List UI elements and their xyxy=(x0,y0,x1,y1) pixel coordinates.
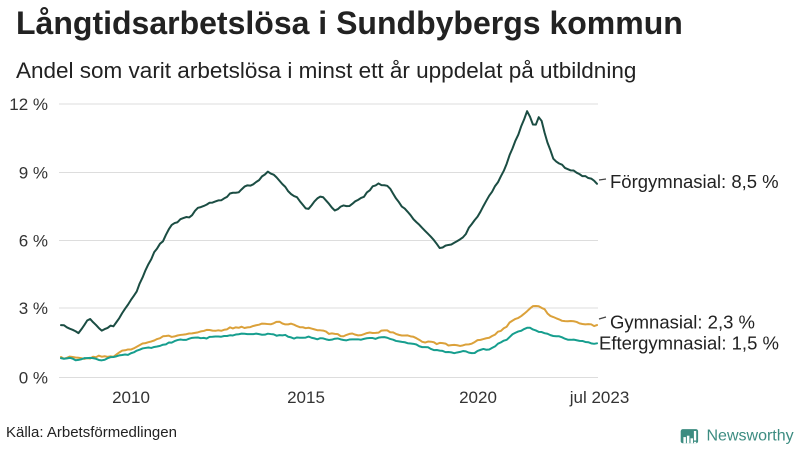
svg-text:Förgymnasial: 8,5 %: Förgymnasial: 8,5 % xyxy=(610,171,779,192)
svg-text:9 %: 9 % xyxy=(19,164,48,183)
svg-text:6 %: 6 % xyxy=(19,232,48,251)
svg-text:0 %: 0 % xyxy=(19,369,48,388)
svg-text:3 %: 3 % xyxy=(19,299,48,318)
svg-text:2020: 2020 xyxy=(459,388,497,407)
svg-text:Newsworthy: Newsworthy xyxy=(707,428,794,445)
svg-text:jul 2023: jul 2023 xyxy=(569,388,630,407)
svg-text:2010: 2010 xyxy=(112,388,150,407)
svg-text:2015: 2015 xyxy=(287,388,325,407)
svg-text:Eftergymnasial: 1,5 %: Eftergymnasial: 1,5 % xyxy=(599,333,779,354)
svg-text:12 %: 12 % xyxy=(9,95,48,114)
svg-text:Gymnasial: 2,3 %: Gymnasial: 2,3 % xyxy=(610,312,755,333)
